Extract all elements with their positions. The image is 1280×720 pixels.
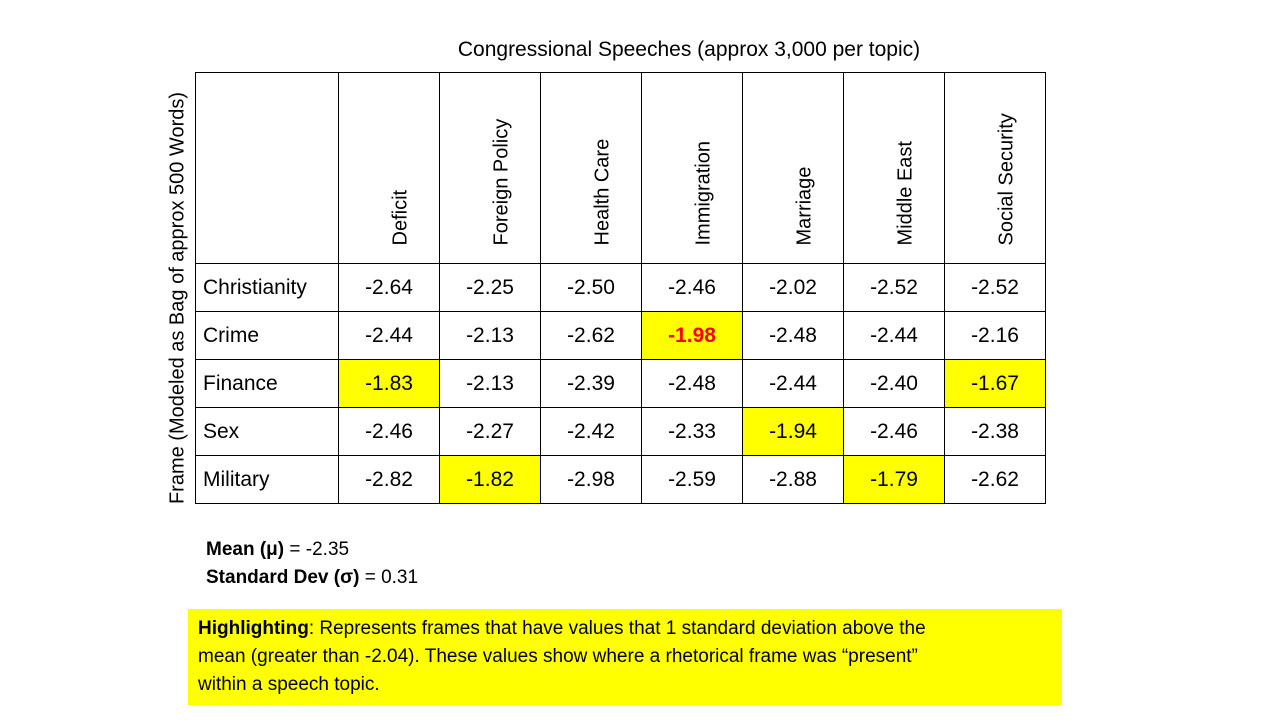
- summary-stats: Mean (μ) = -2.35 Standard Dev (σ) = 0.31: [206, 536, 418, 592]
- table-cell: -2.44: [843, 311, 945, 360]
- mean-line: Mean (μ) = -2.35: [206, 536, 418, 564]
- highlighted-cell: -1.82: [439, 455, 541, 504]
- table-cell: -2.59: [641, 455, 743, 504]
- table-cell: -2.27: [439, 407, 541, 456]
- row-label: Crime: [195, 311, 339, 360]
- table-cell: -2.33: [641, 407, 743, 456]
- table-cell: -2.46: [641, 263, 743, 312]
- table-cell: -2.25: [439, 263, 541, 312]
- note-line-1: Highlighting: Represents frames that hav…: [198, 615, 1052, 643]
- header-row: Deficit Foreign Policy Health Care Immig…: [195, 72, 1046, 264]
- table-cell: -2.62: [540, 311, 642, 360]
- table-cell: -2.13: [439, 311, 541, 360]
- row-label: Christianity: [195, 263, 339, 312]
- highlighted-cell: -1.79: [843, 455, 945, 504]
- col-header-marriage: Marriage: [742, 72, 844, 264]
- table-cell: -2.48: [641, 359, 743, 408]
- col-header-label: Middle East: [894, 141, 917, 246]
- table-cell: -2.64: [338, 263, 440, 312]
- col-header-label: Foreign Policy: [490, 118, 513, 246]
- note-label: Highlighting: [198, 618, 309, 639]
- highlight-note: Highlighting: Represents frames that hav…: [188, 609, 1062, 705]
- table-cell: -2.52: [843, 263, 945, 312]
- table-cell: -2.50: [540, 263, 642, 312]
- col-header-label: Marriage: [793, 166, 816, 246]
- table-cell: -2.44: [338, 311, 440, 360]
- table-cell: -2.62: [944, 455, 1046, 504]
- table-cell: -2.46: [843, 407, 945, 456]
- highlighted-cell: -1.67: [944, 359, 1046, 408]
- table-cell: -2.52: [944, 263, 1046, 312]
- table-cell: -2.98: [540, 455, 642, 504]
- table-row-christianity: Christianity -2.64 -2.25 -2.50 -2.46 -2.…: [195, 263, 1046, 312]
- highlighted-cell: -1.94: [742, 407, 844, 456]
- col-header-immigration: Immigration: [641, 72, 743, 264]
- note-line-3: within a speech topic.: [198, 674, 380, 695]
- frame-topic-table: Deficit Foreign Policy Health Care Immig…: [195, 72, 1046, 504]
- table-cell: -2.44: [742, 359, 844, 408]
- mean-label: Mean (μ): [206, 539, 285, 560]
- mean-value: = -2.35: [284, 539, 350, 560]
- col-header-label: Social Security: [995, 113, 1018, 246]
- col-header-health-care: Health Care: [540, 72, 642, 264]
- table-cell: -2.13: [439, 359, 541, 408]
- note-line-2: mean (greater than -2.04). These values …: [198, 646, 918, 667]
- table-cell: -2.39: [540, 359, 642, 408]
- corner-cell: [195, 72, 339, 264]
- table-cell: -2.82: [338, 455, 440, 504]
- col-header-foreign-policy: Foreign Policy: [439, 72, 541, 264]
- row-label: Finance: [195, 359, 339, 408]
- table-row-crime: Crime -2.44 -2.13 -2.62 -1.98 -2.48 -2.4…: [195, 311, 1046, 360]
- highlighted-cell: -1.98: [641, 311, 743, 360]
- col-header-label: Health Care: [591, 138, 614, 246]
- table-cell: -2.46: [338, 407, 440, 456]
- table-cell: -2.42: [540, 407, 642, 456]
- row-label: Sex: [195, 407, 339, 456]
- note-text: : Represents frames that have values tha…: [308, 618, 926, 639]
- table-title: Congressional Speeches (approx 3,000 per…: [457, 38, 921, 61]
- highlighted-cell: -1.83: [338, 359, 440, 408]
- sd-value: = 0.31: [359, 567, 419, 588]
- table-cell: -2.16: [944, 311, 1046, 360]
- row-axis-label: Frame (Modeled as Bag of approx 500 Word…: [166, 91, 189, 505]
- col-header-middle-east: Middle East: [843, 72, 945, 264]
- table-row-sex: Sex -2.46 -2.27 -2.42 -2.33 -1.94 -2.46 …: [195, 407, 1046, 456]
- table-cell: -2.02: [742, 263, 844, 312]
- table-row-military: Military -2.82 -1.82 -2.98 -2.59 -2.88 -…: [195, 455, 1046, 504]
- sd-line: Standard Dev (σ) = 0.31: [206, 564, 418, 592]
- col-header-label: Deficit: [389, 189, 412, 246]
- table-cell: -2.40: [843, 359, 945, 408]
- sd-label: Standard Dev (σ): [206, 567, 360, 588]
- table-cell: -2.38: [944, 407, 1046, 456]
- col-header-social-security: Social Security: [944, 72, 1046, 264]
- row-label: Military: [195, 455, 339, 504]
- col-header-label: Immigration: [692, 141, 715, 246]
- col-header-deficit: Deficit: [338, 72, 440, 264]
- table-row-finance: Finance -1.83 -2.13 -2.39 -2.48 -2.44 -2…: [195, 359, 1046, 408]
- table-cell: -2.88: [742, 455, 844, 504]
- table-cell: -2.48: [742, 311, 844, 360]
